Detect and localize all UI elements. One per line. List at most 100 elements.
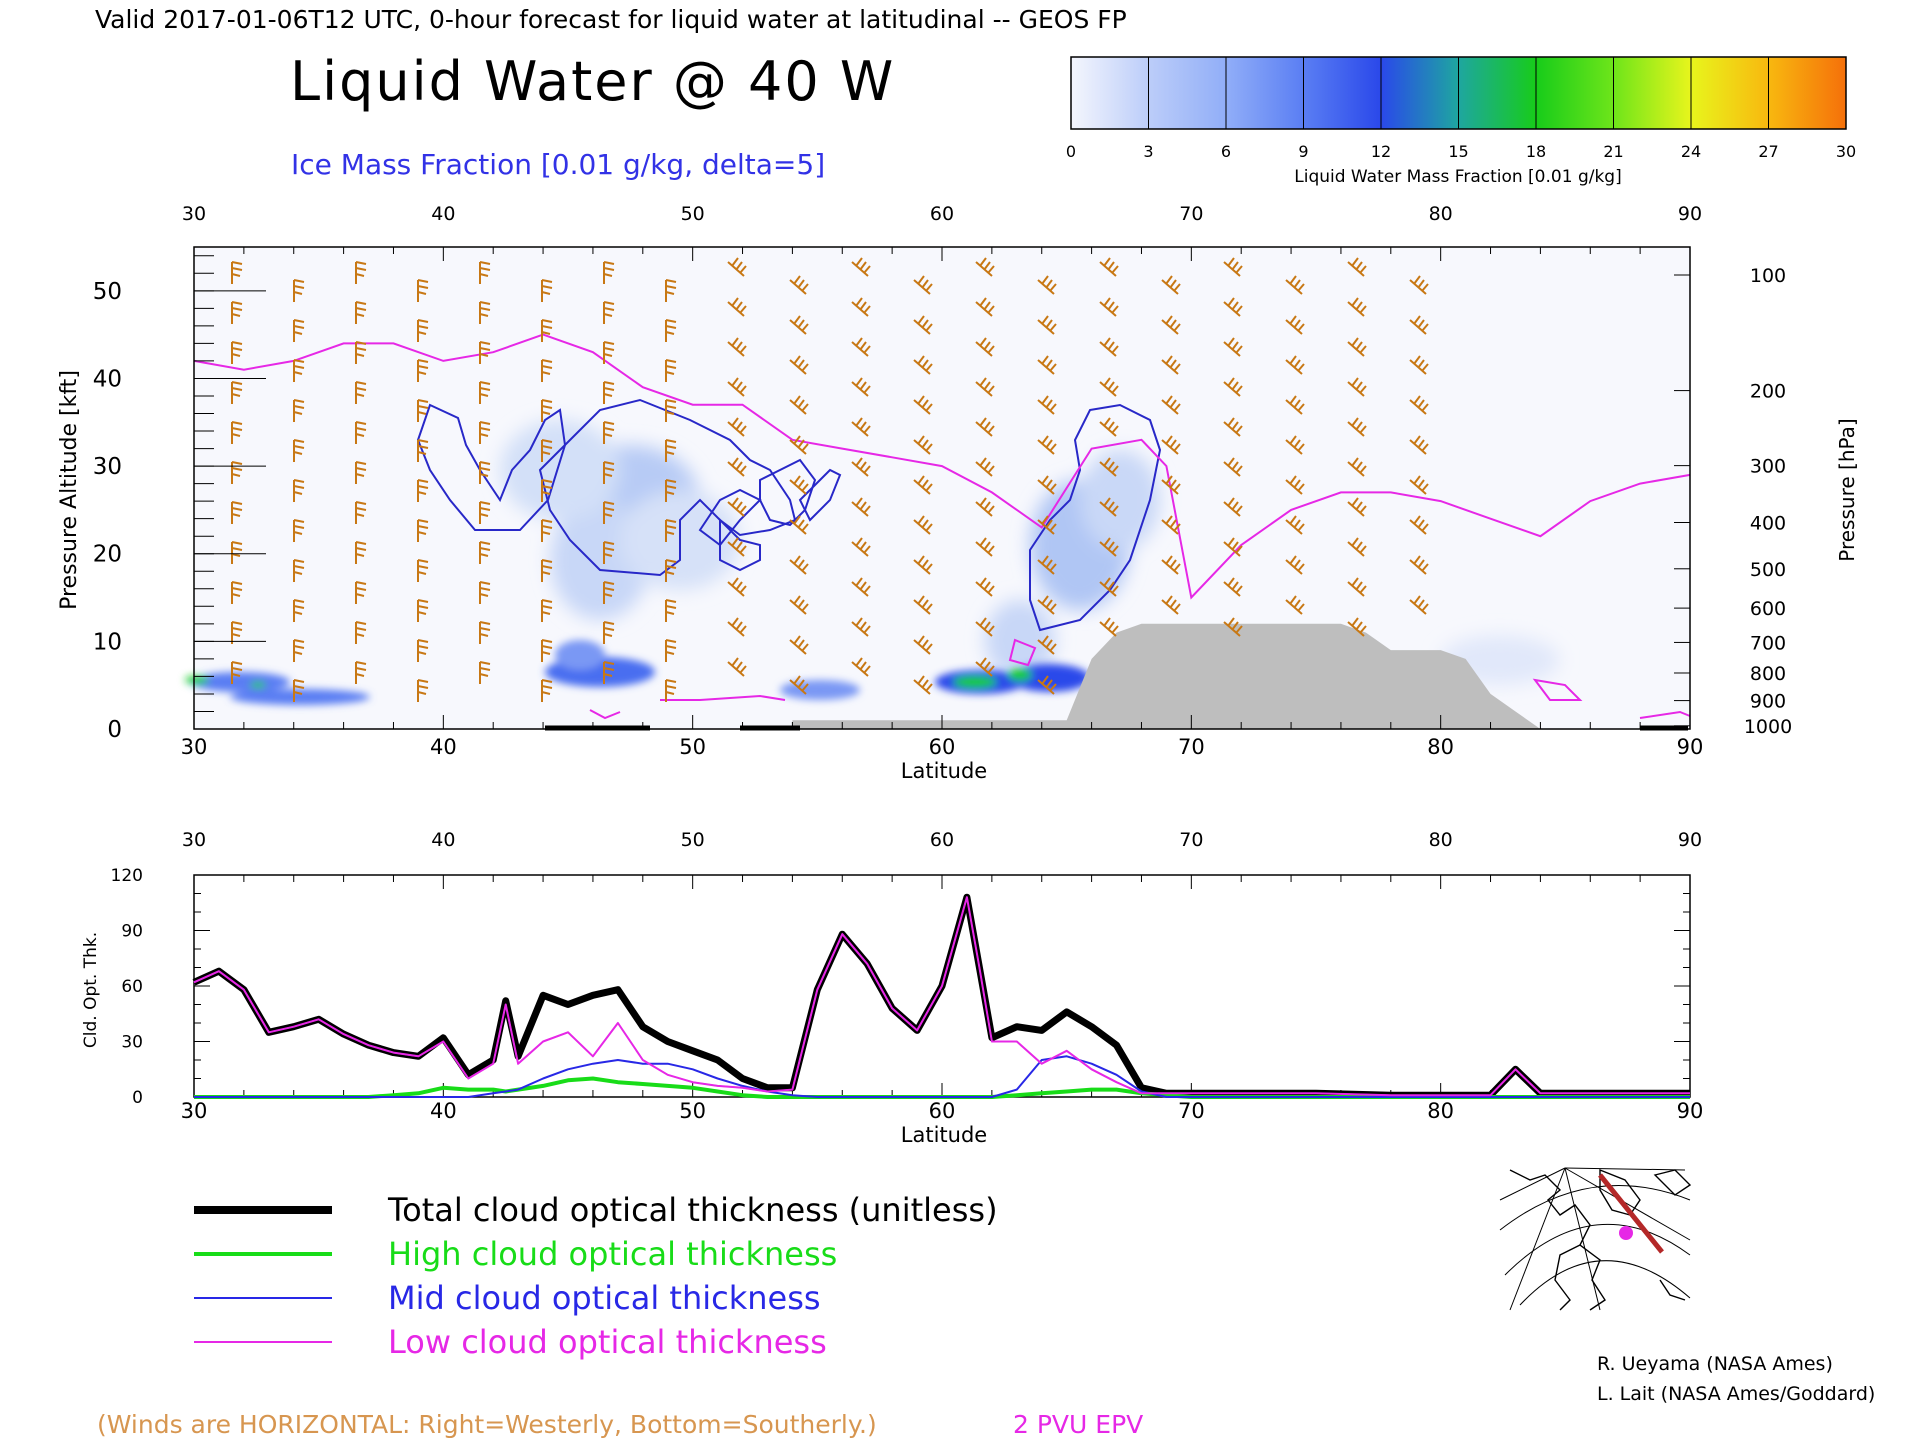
wind-barb-staff	[851, 577, 871, 597]
wind-barb	[1347, 257, 1367, 277]
wind-barb	[1285, 395, 1305, 415]
inset-map	[1495, 1160, 1692, 1311]
epv-loop	[1008, 638, 1037, 667]
optical-thickness-series	[192, 893, 1690, 1099]
wind-barb-staff	[603, 341, 615, 364]
colorbar-label: Liquid Water Mass Fraction [0.01 g/kg]	[1294, 167, 1621, 187]
wind-barb	[665, 679, 677, 702]
y-tick-label: 90	[121, 922, 143, 942]
wind-barb	[231, 581, 243, 604]
x-tick-label-top: 30	[182, 203, 206, 225]
map-meridian	[1499, 1167, 1566, 1201]
wind-barb	[789, 555, 809, 575]
wind-barb	[293, 639, 305, 662]
wind-barb-staff	[1223, 577, 1243, 597]
wind-barb-staff	[1223, 417, 1243, 437]
y-tick-label: 20	[93, 542, 122, 568]
wind-barb-staff	[293, 399, 305, 422]
wind-barb-staff	[1037, 435, 1057, 455]
wind-barb	[727, 537, 747, 557]
wind-barb	[789, 315, 809, 335]
wind-barb-staff	[355, 661, 367, 684]
wind-barb	[417, 559, 429, 582]
wind-barb	[851, 337, 871, 357]
wind-barb	[1347, 617, 1367, 637]
wind-barb	[541, 399, 553, 422]
wind-barb	[1347, 577, 1367, 597]
wind-barb	[913, 555, 933, 575]
wind-barb-staff	[231, 381, 243, 404]
wind-barb	[1347, 457, 1367, 477]
wind-barb	[541, 679, 553, 702]
wind-barb	[1099, 257, 1119, 277]
wind-barb	[851, 617, 871, 637]
wind-barb-staff	[355, 341, 367, 364]
wind-barb	[1409, 275, 1429, 295]
wind-barb-staff	[789, 275, 809, 295]
wind-barb-staff	[913, 675, 933, 695]
cloud-core	[1010, 664, 1090, 692]
wind-barb	[479, 341, 491, 364]
wind-barb	[1161, 475, 1181, 495]
wind-barb-staff	[417, 479, 429, 502]
wind-barb-staff	[1099, 377, 1119, 397]
wind-barb-staff	[541, 399, 553, 422]
cloud-patch	[500, 420, 620, 520]
x-tick-label-bottom: 40	[430, 735, 457, 759]
wind-barb	[293, 599, 305, 622]
colorbar-frame	[1070, 56, 1847, 130]
wind-barb	[1223, 297, 1243, 317]
wind-barb	[913, 275, 933, 295]
wind-barb-staff	[231, 301, 243, 324]
wind-barb	[293, 479, 305, 502]
wind-barb-staff	[1223, 617, 1243, 637]
wind-barb-staff	[1099, 617, 1119, 637]
pressure-tick-label: 100	[1750, 265, 1786, 287]
wind-barb	[975, 257, 995, 277]
wind-barb	[293, 319, 305, 342]
wind-barb-staff	[727, 297, 747, 317]
wind-barb-staff	[913, 515, 933, 535]
colorbar-tick-label: 15	[1448, 142, 1468, 161]
wind-barb	[975, 537, 995, 557]
wind-barb-staff	[1099, 257, 1119, 277]
wind-barb-staff	[1161, 395, 1181, 415]
x-tick-label-top: 70	[1179, 829, 1203, 851]
wind-barb	[293, 559, 305, 582]
wind-barb	[231, 501, 243, 524]
wind-barb-staff	[1285, 315, 1305, 335]
x-tick-label-bottom: 90	[1677, 735, 1704, 759]
wind-barb-staff	[851, 497, 871, 517]
series-mid-line	[194, 1055, 1690, 1098]
wind-barb-staff	[541, 639, 553, 662]
colorbar-segment	[1380, 56, 1459, 130]
y-tick-label: 30	[93, 454, 122, 480]
wind-barb-staff	[1223, 537, 1243, 557]
cloud-core	[190, 672, 290, 692]
wind-barb-staff	[479, 461, 491, 484]
wind-barb-staff	[789, 675, 809, 695]
wind-barb-staff	[1099, 537, 1119, 557]
wind-barb-staff	[851, 297, 871, 317]
wind-barb	[231, 301, 243, 324]
colorbar-segment	[1613, 56, 1692, 130]
cross-section-plot-area	[194, 247, 1690, 729]
wind-barb	[1161, 555, 1181, 575]
wind-barb	[913, 595, 933, 615]
wind-barb	[665, 279, 677, 302]
wind-barb	[417, 679, 429, 702]
legend-label-total: Total cloud optical thickness (unitless)	[387, 1191, 998, 1229]
wind-barb	[1037, 315, 1057, 335]
wind-barb	[1347, 337, 1367, 357]
wind-barb-staff	[355, 461, 367, 484]
x-tick-label-bottom: 50	[679, 735, 706, 759]
wind-barb	[1409, 355, 1429, 375]
epv-2pvu-contour	[193, 333, 1691, 600]
wind-barb-staff	[293, 639, 305, 662]
wind-barb-staff	[479, 621, 491, 644]
wind-barb-staff	[1037, 475, 1057, 495]
x-tick-label-top: 30	[182, 829, 206, 851]
wind-barb-staff	[727, 417, 747, 437]
chart-subtitle: Ice Mass Fraction [0.01 g/kg, delta=5]	[291, 148, 825, 181]
